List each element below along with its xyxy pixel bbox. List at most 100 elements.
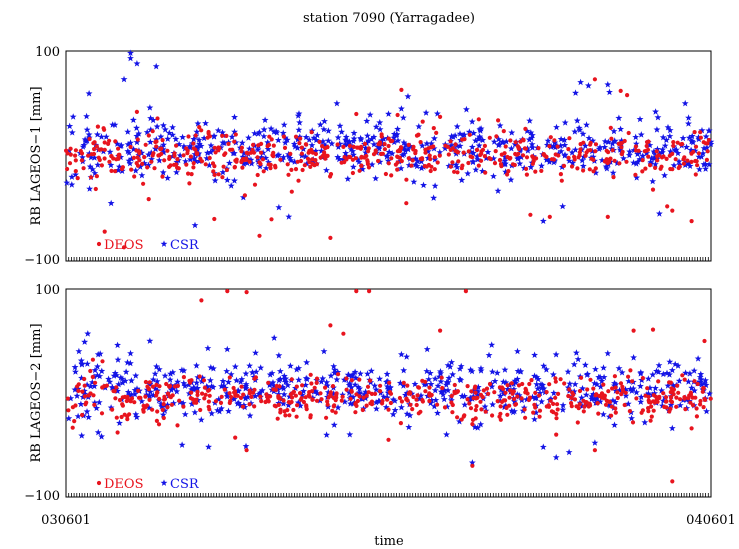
data-point-deos [410, 407, 415, 412]
data-point-csr [151, 370, 159, 377]
data-point-csr [520, 164, 528, 172]
data-point-csr [333, 99, 341, 107]
data-point-deos [643, 166, 648, 171]
data-point-csr [179, 399, 187, 407]
data-point-deos [406, 142, 411, 147]
data-point-deos [165, 148, 170, 153]
data-point-deos [295, 403, 300, 408]
data-point-csr [694, 355, 702, 362]
data-point-csr [192, 157, 200, 165]
data-point-deos [397, 395, 402, 401]
data-point-csr [195, 136, 203, 143]
data-point-csr [71, 386, 79, 393]
data-point-csr [416, 395, 423, 402]
data-point-deos [258, 161, 263, 167]
y-tick-top: 100 [35, 283, 60, 298]
data-point-csr [547, 395, 555, 402]
data-point-csr [577, 78, 584, 86]
data-point-deos [478, 399, 483, 404]
data-point-csr [376, 125, 384, 133]
data-point-csr [574, 355, 582, 363]
data-point-csr [370, 140, 378, 148]
data-point-csr [538, 398, 545, 405]
data-point-deos [94, 174, 99, 179]
data-point-csr [291, 143, 299, 150]
data-point-csr [347, 400, 354, 407]
data-point-deos [97, 147, 102, 152]
data-point-csr [662, 136, 670, 143]
data-point-deos [695, 163, 700, 168]
data-point-csr [114, 356, 122, 363]
data-point-deos [395, 160, 400, 165]
data-point-deos [445, 144, 450, 149]
data-point-deos [663, 395, 669, 400]
data-point-csr [94, 131, 101, 138]
data-point-csr [610, 127, 618, 135]
data-point-csr [116, 419, 123, 426]
data-point-deos [335, 142, 340, 147]
data-point-csr [72, 171, 79, 178]
data-point-csr [336, 122, 344, 129]
data-point-csr [533, 380, 541, 388]
data-point-csr [365, 137, 372, 144]
data-point-deos [533, 169, 538, 174]
data-point-csr [297, 402, 304, 409]
data-point-deos [478, 392, 484, 397]
data-point-csr [356, 390, 364, 397]
data-point-deos [437, 153, 442, 158]
data-point-csr [312, 147, 320, 154]
data-point-deos [73, 158, 78, 163]
data-point-deos [411, 144, 416, 149]
data-point-csr [466, 397, 473, 404]
data-point-deos [501, 129, 506, 134]
data-point-deos [304, 403, 309, 408]
data-point-csr [333, 376, 341, 383]
data-point-csr [78, 360, 86, 367]
data-point-csr [153, 123, 161, 130]
data-point-deos [547, 144, 552, 149]
data-point-deos [231, 385, 236, 391]
data-point-csr [582, 361, 589, 368]
data-point-csr [440, 395, 448, 403]
data-point-csr [502, 138, 510, 145]
data-point-deos [357, 394, 362, 399]
data-point-deos [340, 394, 345, 399]
data-point-csr [218, 382, 225, 390]
data-point-deos [701, 140, 706, 145]
data-point-csr [702, 160, 709, 168]
data-point-csr [428, 396, 436, 404]
legend-deos-marker [96, 241, 102, 247]
data-point-deos [397, 149, 403, 154]
data-point-deos [291, 389, 296, 394]
data-point-deos [613, 385, 618, 390]
data-point-csr [423, 367, 431, 375]
data-point-csr [357, 370, 364, 377]
data-point-deos [73, 169, 78, 174]
data-point-deos [508, 138, 513, 143]
data-point-deos [583, 401, 589, 406]
data-point-csr [238, 139, 246, 146]
data-point-deos [688, 400, 693, 405]
data-point-deos [303, 395, 308, 400]
data-point-deos [94, 144, 99, 149]
data-point-csr [349, 371, 357, 378]
data-point-deos [113, 396, 118, 401]
data-point-csr [178, 366, 186, 373]
data-point-csr [671, 146, 679, 154]
data-point-deos [207, 393, 212, 398]
data-point-deos [116, 152, 121, 158]
data-point-csr [611, 137, 619, 144]
data-point-deos [619, 145, 624, 150]
data-point-csr [650, 148, 658, 155]
data-point-deos [634, 396, 639, 401]
data-point-csr [140, 159, 148, 167]
data-point-csr [298, 391, 306, 398]
data-point-deos [562, 381, 567, 386]
data-point-deos [428, 145, 433, 150]
data-point-deos [420, 119, 425, 124]
data-point-csr [342, 133, 350, 140]
data-point-deos [673, 157, 678, 162]
data-point-csr [405, 423, 413, 431]
data-point-csr [516, 160, 524, 167]
